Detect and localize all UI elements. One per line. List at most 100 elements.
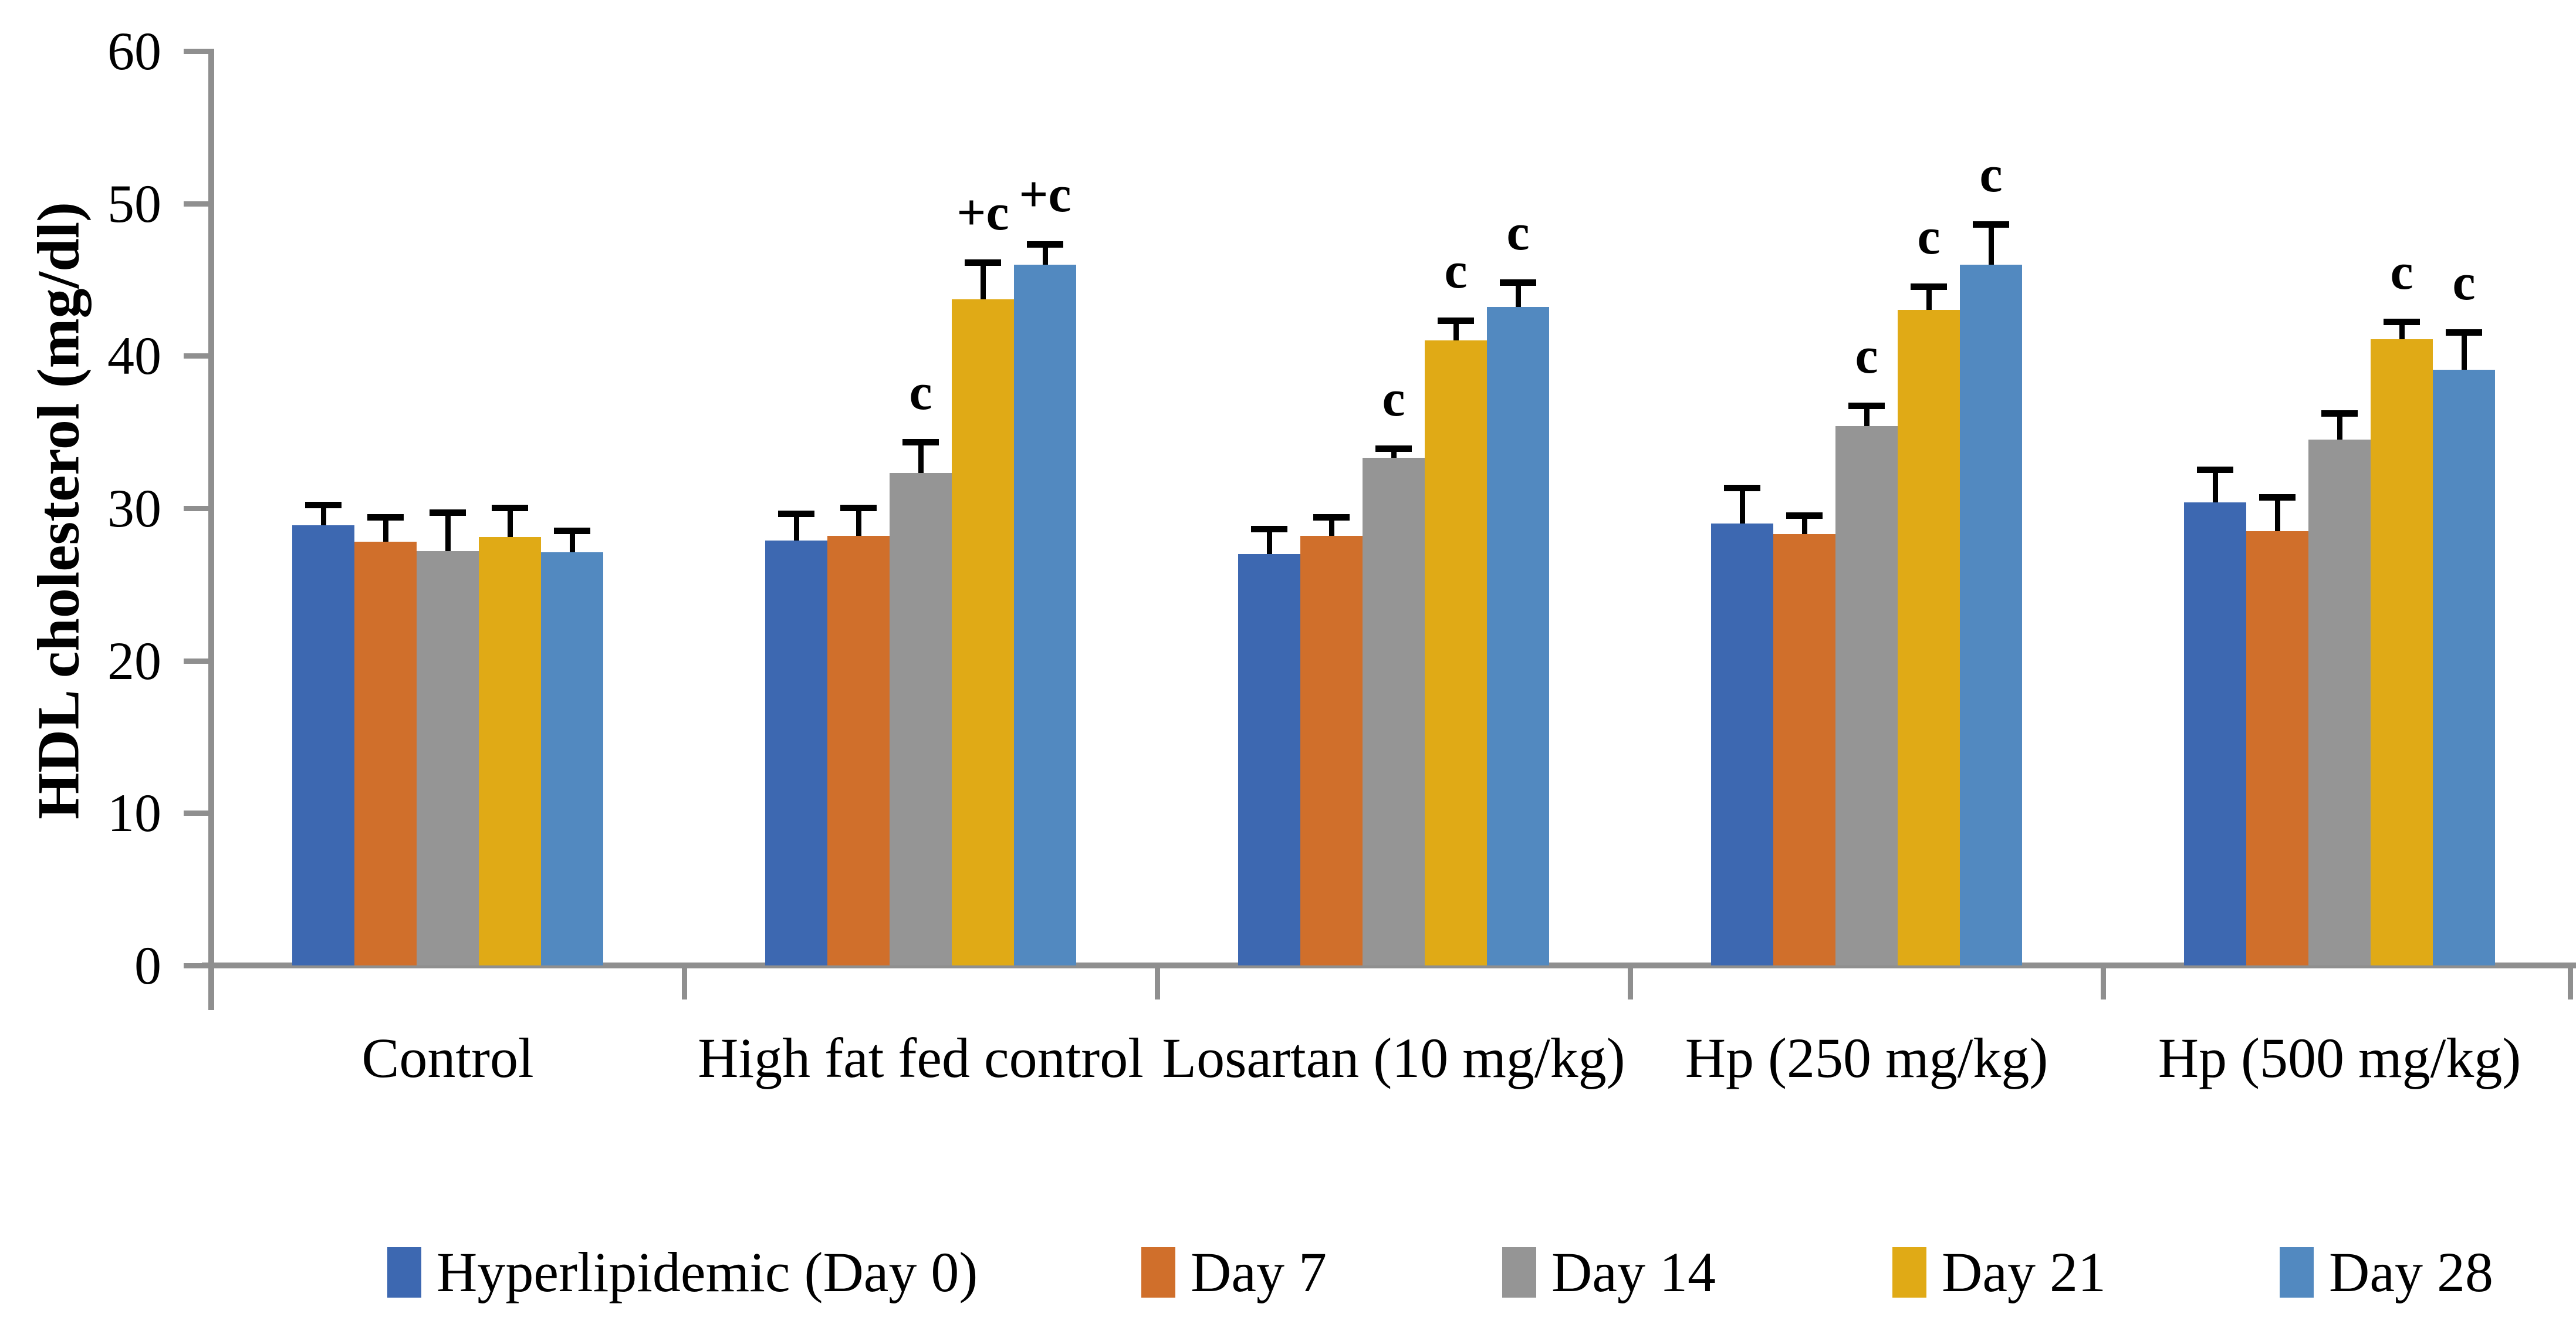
x-tick [1155,965,1160,999]
error-bar-stem [2212,470,2218,502]
error-bar-cap [367,514,404,521]
bar [1898,310,1960,965]
error-bar-stem [1391,448,1397,458]
error-bar-cap [1848,403,1885,410]
x-tick [2568,965,2573,999]
error-bar-cap [1438,317,1474,324]
y-tick [184,353,208,359]
legend-swatch [1502,1247,1536,1298]
bar [541,552,603,965]
bar [1487,307,1549,965]
error-bar-stem [1926,287,1932,310]
error-bar-cap [840,505,877,511]
legend-label: Day 7 [1191,1241,1327,1304]
error-bar-stem [1739,488,1745,524]
y-tick-label: 40 [107,326,161,386]
error-bar-cap [492,505,528,511]
legend-item: Hyperlipidemic (Day 0) [387,1237,978,1308]
error-bar-stem [383,517,388,542]
error-bar-stem [1515,282,1521,308]
error-bar-cap [2259,494,2296,501]
bar [2184,502,2246,965]
x-tick [682,965,687,999]
error-bar-cap [1973,221,2009,228]
error-bar-cap [430,509,466,516]
bar [827,535,890,965]
legend-label: Day 14 [1551,1241,1716,1304]
significance-label: c [1382,370,1405,427]
error-bar-cap [965,259,1001,266]
legend-item: Day 14 [1502,1237,1716,1308]
error-bar-stem [569,531,575,553]
error-bar-stem [1864,406,1870,426]
error-bar-cap [2446,329,2482,336]
category-label: Hp (500 mg/kg) [2158,1026,2521,1089]
bar [1773,534,1835,965]
bar [1711,523,1773,965]
bar [1363,458,1425,965]
error-bar-cap [1500,279,1536,286]
bar [417,551,479,965]
y-tick-label: 10 [107,783,161,843]
error-bar-stem [2274,497,2280,531]
category-label: Hp (250 mg/kg) [1685,1026,2048,1089]
bar [1300,535,1363,965]
bar [890,473,952,965]
error-bar-stem [2399,322,2405,339]
legend-item: Day 7 [1141,1237,1327,1308]
significance-label: c [1979,146,2003,204]
y-tick [184,658,208,664]
y-tick-label: 60 [107,21,161,81]
y-tick-label: 0 [134,936,161,995]
legend-label: Day 28 [2329,1241,2493,1304]
error-bar-stem [320,505,326,525]
error-bar-stem [980,262,986,300]
y-tick-label: 50 [107,173,161,234]
significance-label: c [1444,242,1468,299]
error-bar-stem [918,443,924,474]
error-bar-cap [554,527,590,534]
bar [1425,340,1487,965]
bar [765,540,827,965]
error-bar-cap [1375,445,1412,452]
bar [479,537,541,965]
error-bar-cap [1911,283,1947,291]
y-tick-label: 30 [107,478,161,538]
legend-label: Hyperlipidemic (Day 0) [437,1241,978,1304]
error-bar-stem [445,512,451,551]
error-bar-stem [1328,517,1334,536]
legend-item: Day 21 [1892,1237,2106,1308]
legend-label: Day 21 [1942,1241,2106,1304]
bar [2246,531,2308,965]
legend-swatch [387,1247,421,1298]
error-bar-stem [2461,333,2467,370]
error-bar-stem [856,508,861,536]
error-bar-stem [1453,320,1459,341]
significance-label: c [2390,244,2413,301]
error-bar-cap [2321,410,2358,417]
x-tick [1628,965,1633,999]
category-label: Losartan (10 mg/kg) [1162,1026,1625,1089]
legend-swatch [1892,1247,1926,1298]
error-bar-stem [793,514,799,541]
bar [1835,426,1898,965]
error-bar-cap [2384,319,2420,326]
y-tick-label: 20 [107,630,161,691]
error-bar-stem [507,508,513,538]
error-bar-cap [2197,467,2233,474]
bar [354,542,417,965]
legend: Hyperlipidemic (Day 0) Day 7 Day 14 Day 21 D… [0,1237,2576,1308]
y-tick [184,963,208,968]
bar [2308,440,2371,965]
error-bar-cap [1786,512,1823,519]
legend-swatch [2280,1247,2314,1298]
category-label: High fat fed control [698,1026,1144,1089]
error-bar-cap [902,439,939,446]
bar [1014,264,1076,965]
y-tick [184,201,208,207]
error-bar-stem [1042,244,1048,265]
significance-label: c [909,364,932,421]
error-bar-cap [1724,485,1760,492]
significance-label: c [2452,254,2476,312]
bar [2433,369,2495,965]
